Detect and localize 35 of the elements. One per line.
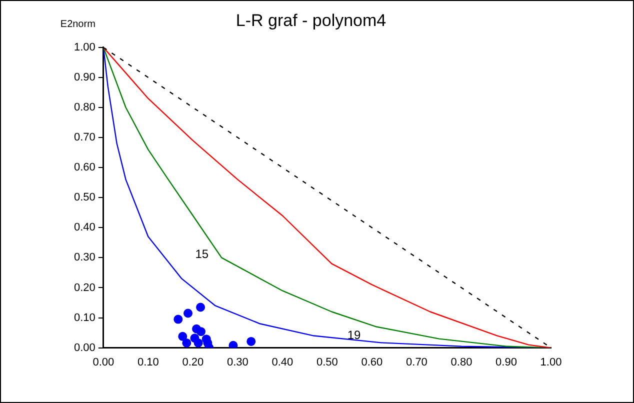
y-axis-title: E2norm [60,19,96,30]
annotation: 15 [195,246,209,261]
y-tick-label: 0.10 [74,312,96,324]
x-tick-label: 0.30 [226,356,248,368]
y-tick-label: 0.70 [74,132,96,144]
y-tick-label: 1.00 [74,41,96,54]
point [178,332,188,341]
y-tick-label: 0.40 [74,222,96,234]
y-tick-label: 0.00 [74,342,96,354]
y-tick-label: 0.20 [74,282,96,294]
point [228,340,238,348]
x-tick-label: 0.10 [137,356,159,368]
y-tick-label: 0.30 [74,252,96,264]
point [194,338,203,348]
point [196,302,206,312]
x-tick-label: 0.50 [316,356,338,368]
y-tick-label: 0.60 [74,162,96,174]
x-tick-label: 0.90 [496,356,517,368]
x-tick-label: 0.70 [406,356,428,368]
chart-title: L-R graf - polynom4 [236,10,386,30]
x-tick-label: 1.00 [540,356,562,368]
point [196,327,206,336]
point [246,336,256,346]
y-tick-label: 0.80 [74,102,96,114]
y-tick-label: 0.90 [74,71,96,84]
annotation: 19 [347,328,362,342]
x-tick-label: 0.40 [272,356,294,368]
x-tick-label: 0.20 [182,356,204,368]
y-tick-label: 0.50 [74,192,96,204]
x-tick-label: 0.00 [92,356,114,368]
point [174,314,183,324]
point [184,308,193,318]
x-tick-label: 0.60 [361,356,383,368]
point [182,338,192,348]
x-tick-label: 0.80 [450,356,472,368]
